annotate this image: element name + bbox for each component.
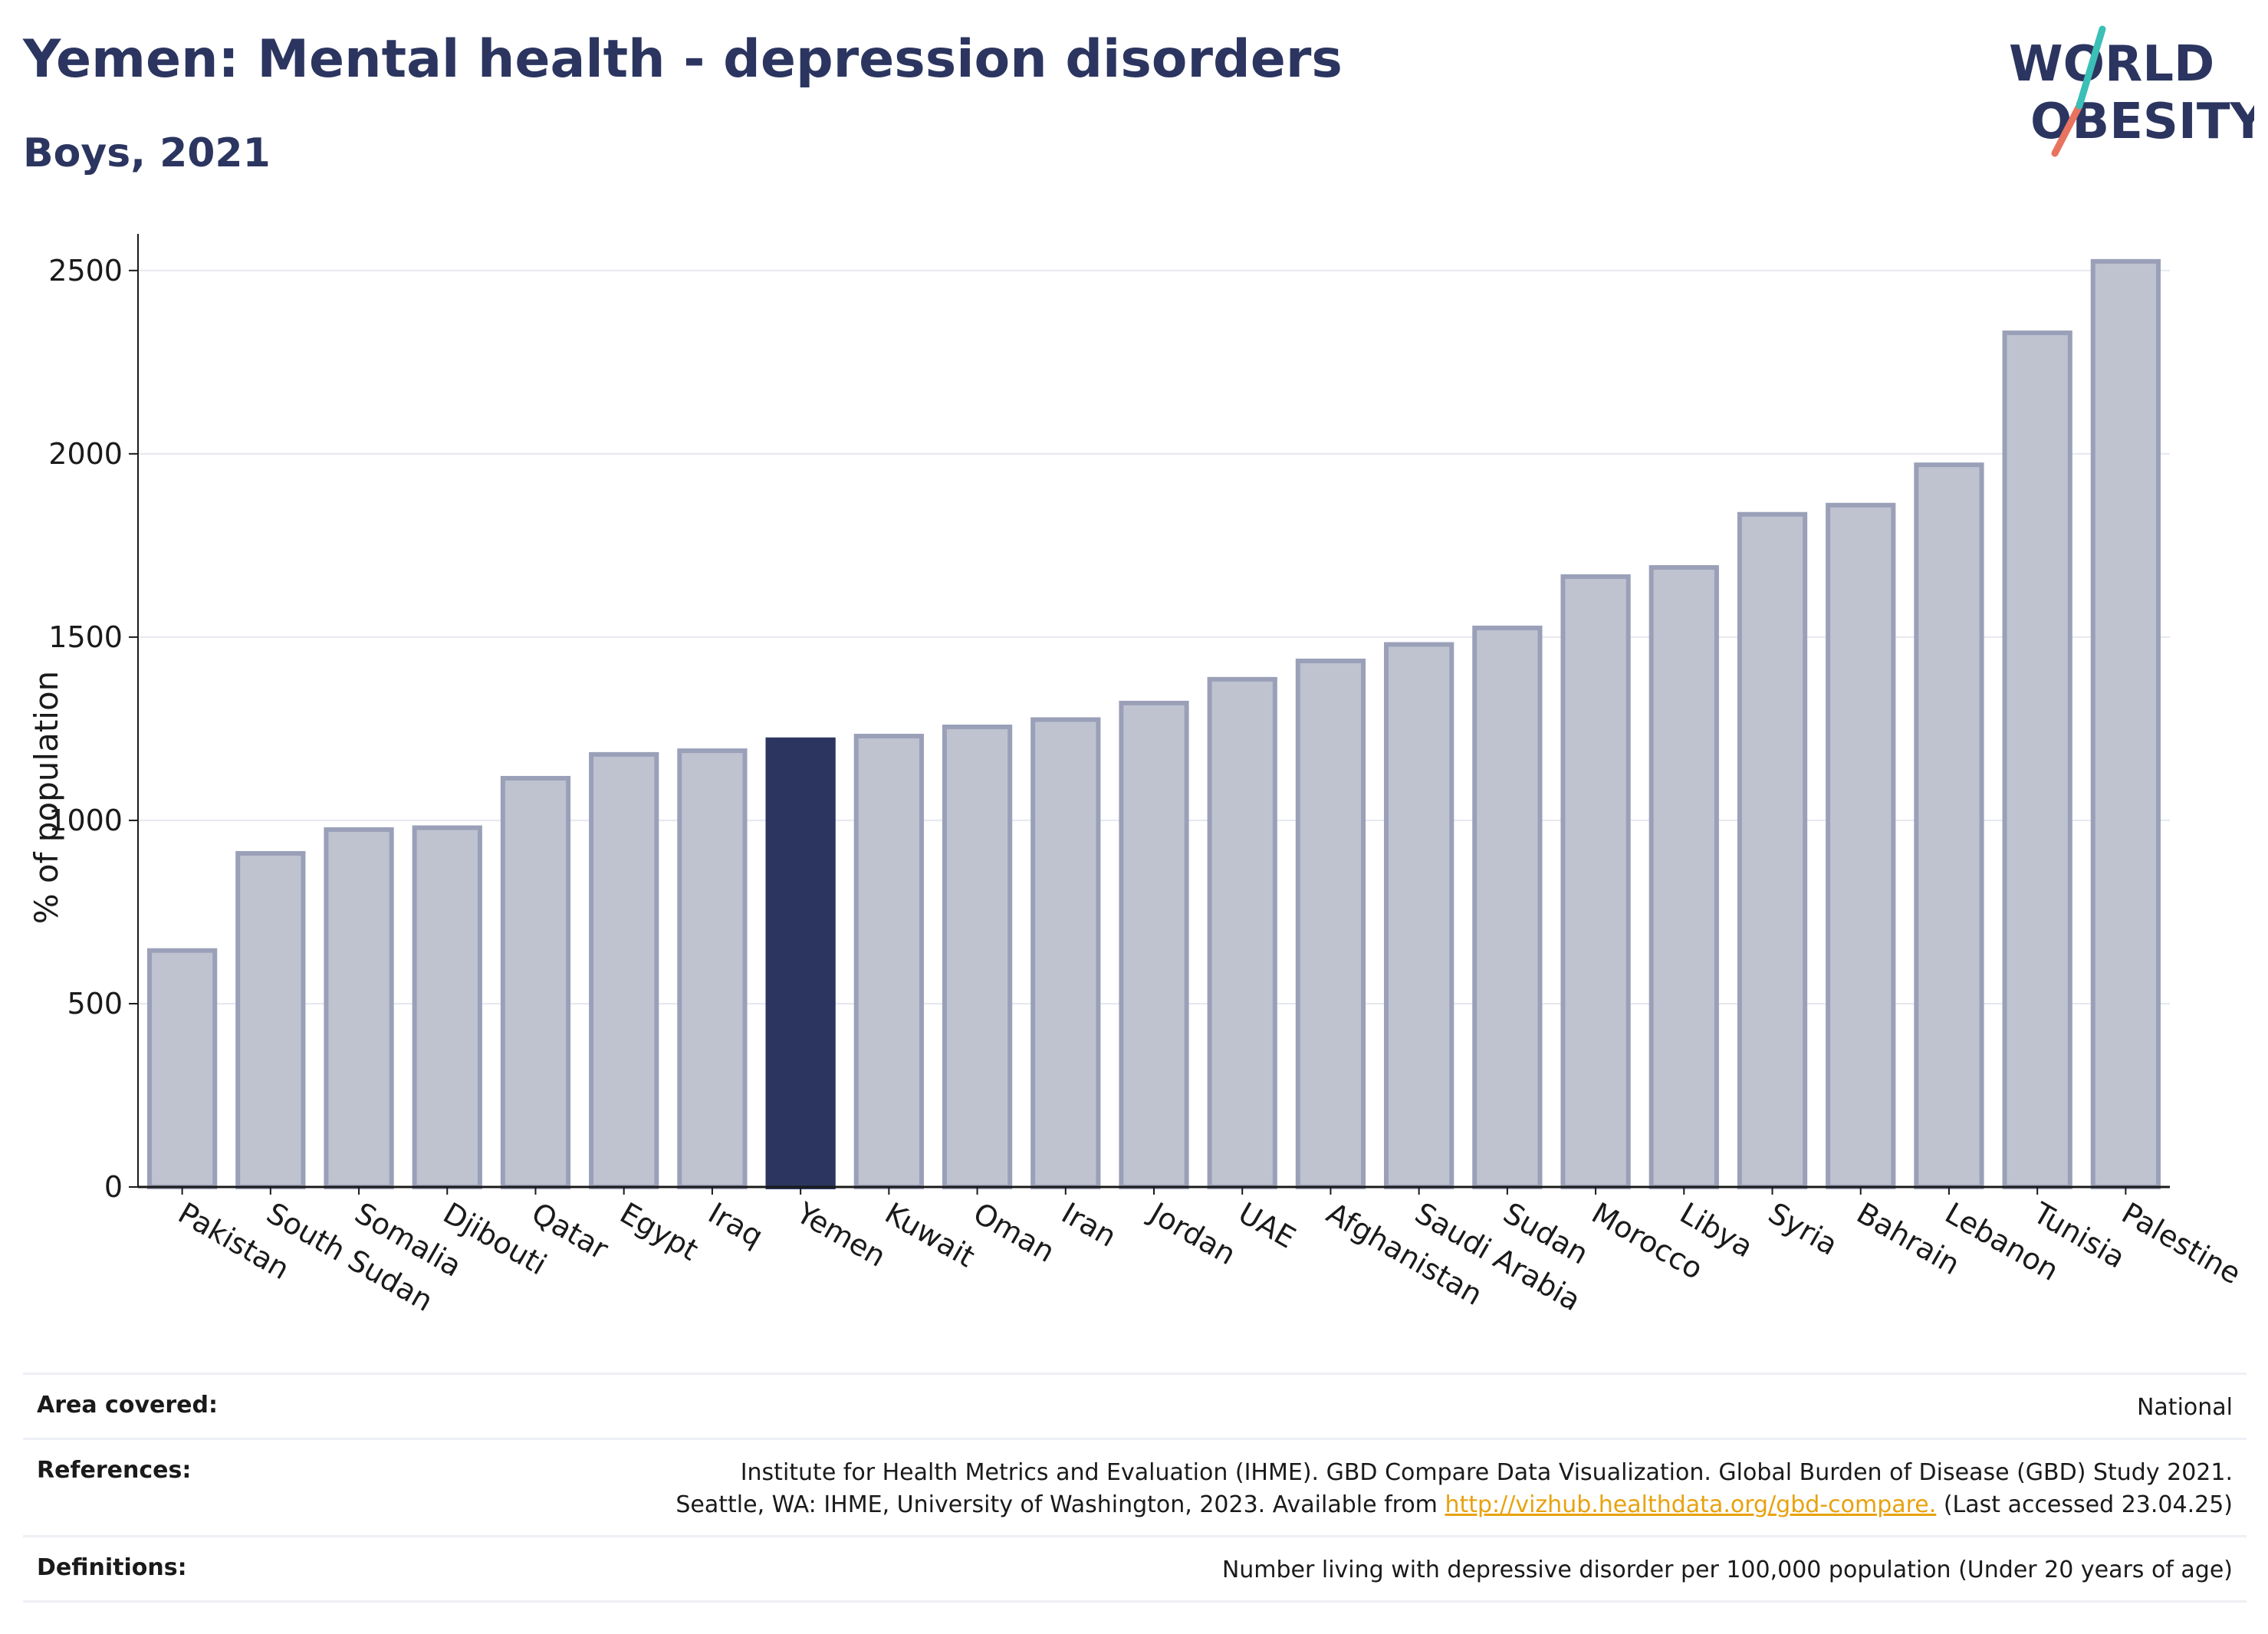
references-suffix: (Last accessed 23.04.25) — [1936, 1491, 2233, 1518]
x-tick-label: Iran — [1056, 1196, 1122, 1254]
references-line-1: Institute for Health Metrics and Evaluat… — [740, 1459, 2233, 1486]
x-tick-label: Kuwait — [879, 1196, 981, 1274]
world-obesity-logo: WORLD OBESITY — [2009, 25, 2254, 157]
chart-title: Yemen: Mental health - depression disord… — [23, 29, 1343, 90]
references-value: Institute for Health Metrics and Evaluat… — [675, 1457, 2233, 1521]
references-link[interactable]: http://vizhub.healthdata.org/gbd-compare… — [1445, 1491, 1937, 1518]
bar-iran — [1030, 717, 1101, 1189]
x-tick-label: Palestine — [2116, 1196, 2247, 1291]
chart-subtitle: Boys, 2021 — [23, 130, 271, 176]
x-tick-label: Syria — [1763, 1196, 1843, 1262]
references-prefix: Seattle, WA: IHME, University of Washing… — [675, 1491, 1445, 1518]
definitions-value: Number living with depressive disorder p… — [1221, 1557, 2233, 1583]
chart-footer: Area covered: National References: Insti… — [23, 1373, 2247, 1603]
bar-lebanon — [1914, 462, 1984, 1189]
bar-syria — [1737, 511, 1808, 1189]
bar-bahrain — [1826, 502, 1896, 1189]
bar-jordan — [1119, 700, 1189, 1189]
x-tick-label: Yemen — [791, 1195, 892, 1274]
footer-row-area: Area covered: National — [23, 1373, 2247, 1438]
x-tick-label: Jordan — [1143, 1195, 1241, 1272]
svg-text:WORLD: WORLD — [2009, 36, 2214, 93]
x-tick-label: Iraq — [702, 1196, 768, 1254]
y-tick-label: 1000 — [48, 804, 123, 837]
y-tick-label: 0 — [104, 1170, 123, 1204]
bar-djibouti — [412, 825, 482, 1189]
definitions-label: Definitions: — [37, 1554, 187, 1581]
y-tick-label: 500 — [67, 987, 123, 1021]
y-tick-label: 2000 — [48, 437, 123, 471]
bar-tunisia — [2002, 330, 2072, 1189]
bar-pakistan — [146, 948, 218, 1189]
bar-somalia — [324, 827, 394, 1189]
bar-oman — [942, 725, 1013, 1189]
bar-libya — [1648, 565, 1719, 1189]
bar-iraq — [677, 748, 748, 1189]
bars — [146, 258, 2161, 1190]
footer-row-definitions: Definitions: Number living with depressi… — [23, 1535, 2247, 1603]
x-tick-label: Egypt — [614, 1196, 704, 1267]
y-tick-label: 2500 — [48, 254, 123, 288]
y-axis-title: % of population — [28, 671, 65, 925]
x-tick-label: Oman — [968, 1196, 1060, 1269]
references-line-2: Seattle, WA: IHME, University of Washing… — [675, 1489, 2233, 1521]
bar-afghanistan — [1295, 658, 1366, 1189]
area-label: Area covered: — [37, 1392, 218, 1419]
bar-qatar — [500, 775, 571, 1189]
bar-south-sudan — [235, 850, 306, 1189]
area-value: National — [2136, 1394, 2233, 1421]
bar-kuwait — [853, 733, 924, 1189]
bar-morocco — [1560, 574, 1631, 1189]
x-tick-label: UAE — [1233, 1196, 1301, 1255]
bar-uae — [1207, 676, 1277, 1189]
bar-yemen — [765, 737, 836, 1189]
references-label: References: — [37, 1457, 192, 1484]
y-tick-label: 1500 — [48, 620, 123, 654]
bar-egypt — [589, 751, 659, 1189]
bar-sudan — [1472, 625, 1543, 1189]
bar-palestine — [2090, 258, 2161, 1190]
bar-saudi-arabia — [1384, 642, 1454, 1189]
footer-row-references: References: Institute for Health Metrics… — [23, 1438, 2247, 1535]
